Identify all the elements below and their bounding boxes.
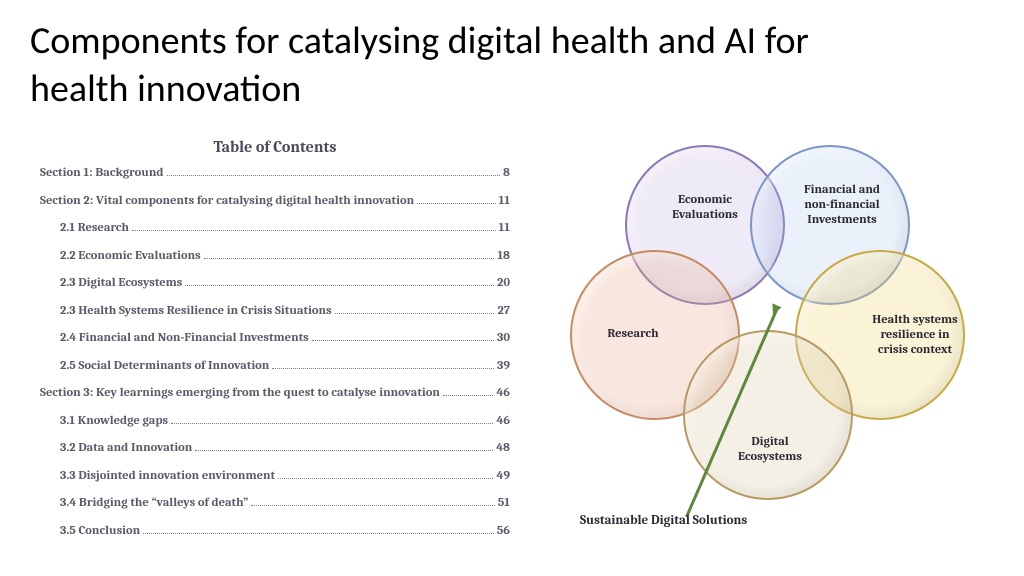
toc-label: 3.5 Conclusion xyxy=(60,524,140,539)
toc-page: 46 xyxy=(496,386,510,401)
venn-caption: Sustainable Digital Solutions xyxy=(580,513,747,528)
toc-row: Section 1: Background 8 xyxy=(40,166,510,181)
toc-heading: Table of Contents xyxy=(40,138,510,156)
venn-label-research: Research xyxy=(598,327,668,342)
toc-page: 49 xyxy=(496,469,510,484)
venn-diagram: EconomicEvaluations Financial andnon-fina… xyxy=(560,135,980,555)
toc-page: 18 xyxy=(497,249,510,264)
toc-leader-dots xyxy=(204,258,495,259)
toc-leader-dots xyxy=(272,368,494,369)
toc-row: 2.5 Social Determinants of Innovation 39 xyxy=(40,359,510,374)
toc-page: 20 xyxy=(497,276,510,291)
toc-label: 2.3 Digital Ecosystems xyxy=(60,276,182,291)
toc-page: 56 xyxy=(497,524,510,539)
venn-label-health: Health systemsresilience incrisis contex… xyxy=(860,313,970,358)
toc-row: Section 2: Vital components for catalysi… xyxy=(40,194,510,209)
toc-leader-dots xyxy=(185,285,494,286)
venn-label-econ: EconomicEvaluations xyxy=(660,193,750,223)
toc-leader-dots xyxy=(171,423,493,424)
toc-row: 2.1 Research 11 xyxy=(40,221,510,236)
toc-label: Section 1: Background xyxy=(40,166,164,181)
toc-label: 3.3 Disjointed innovation environment xyxy=(60,469,275,484)
venn-arrow-head xyxy=(768,303,781,316)
toc-row: 3.4 Bridging the “valleys of death” 51 xyxy=(40,496,510,511)
toc-leader-dots xyxy=(251,505,494,506)
table-of-contents: Table of Contents Section 1: Background 8… xyxy=(40,138,510,551)
venn-circle-digital xyxy=(683,330,853,500)
toc-row: 3.5 Conclusion 56 xyxy=(40,524,510,539)
toc-row: 2.4 Financial and Non-Financial Investme… xyxy=(40,331,510,346)
toc-label: Section 3: Key learnings emerging from t… xyxy=(40,386,440,401)
toc-label: 2.4 Financial and Non-Financial Investme… xyxy=(60,331,309,346)
toc-label: 2.2 Economic Evaluations xyxy=(60,249,201,264)
toc-row: 2.3 Digital Ecosystems 20 xyxy=(40,276,510,291)
toc-page: 39 xyxy=(497,359,510,374)
toc-leader-dots xyxy=(278,478,493,479)
toc-label: 3.4 Bridging the “valleys of death” xyxy=(60,496,248,511)
toc-leader-dots xyxy=(312,340,494,341)
toc-page: 48 xyxy=(496,441,510,456)
toc-leader-dots xyxy=(443,395,493,396)
toc-row: 2.2 Economic Evaluations 18 xyxy=(40,249,510,264)
toc-page: 8 xyxy=(503,166,510,181)
toc-page: 27 xyxy=(497,304,510,319)
toc-label: 3.1 Knowledge gaps xyxy=(60,414,168,429)
toc-row: 3.3 Disjointed innovation environment 49 xyxy=(40,469,510,484)
toc-leader-dots xyxy=(417,203,495,204)
toc-leader-dots xyxy=(132,230,496,231)
toc-row: 3.1 Knowledge gaps 46 xyxy=(40,414,510,429)
venn-label-digital: DigitalEcosystems xyxy=(730,435,810,465)
toc-leader-dots xyxy=(143,533,494,534)
toc-leader-dots xyxy=(167,175,501,176)
toc-label: 3.2 Data and Innovation xyxy=(60,441,192,456)
toc-row: 3.2 Data and Innovation 48 xyxy=(40,441,510,456)
toc-label: Section 2: Vital components for catalysi… xyxy=(40,194,414,209)
toc-label: 2.5 Social Determinants of Innovation xyxy=(60,359,269,374)
toc-page: 11 xyxy=(499,221,510,236)
toc-page: 30 xyxy=(497,331,510,346)
toc-leader-dots xyxy=(335,313,495,314)
toc-leader-dots xyxy=(195,450,493,451)
page-title: Components for catalysing digital health… xyxy=(30,18,830,113)
toc-row: 2.3 Health Systems Resilience in Crisis … xyxy=(40,304,510,319)
toc-page: 11 xyxy=(499,194,510,209)
venn-label-fin: Financial andnon-financialInvestments xyxy=(792,183,892,228)
toc-row: Section 3: Key learnings emerging from t… xyxy=(40,386,510,401)
toc-page: 51 xyxy=(498,496,510,511)
toc-label: 2.3 Health Systems Resilience in Crisis … xyxy=(60,304,332,319)
toc-page: 46 xyxy=(496,414,510,429)
toc-label: 2.1 Research xyxy=(60,221,129,236)
